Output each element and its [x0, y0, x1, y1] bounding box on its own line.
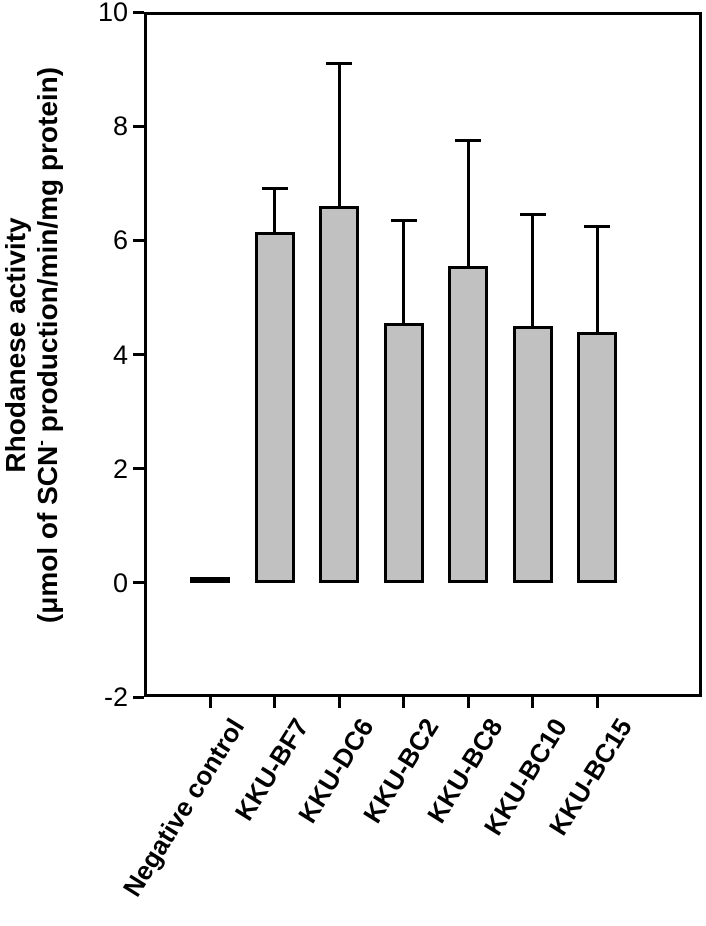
y-tick-label: 8 [112, 111, 128, 142]
y-tick [133, 581, 144, 585]
bar-kku-bc8 [448, 266, 488, 583]
superscript-minus: - [31, 440, 51, 446]
y-tick-label: -2 [103, 682, 128, 712]
x-tick [402, 697, 405, 708]
x-tick [531, 697, 534, 708]
y-tick-label: 4 [112, 339, 128, 370]
error-bar-cap-kku-bc8 [455, 138, 481, 142]
y-tick-label: 10 [97, 0, 128, 27]
bar-negative-control [190, 577, 230, 584]
bar-kku-bc15 [577, 331, 617, 583]
error-bar-line-kku-bc2 [402, 220, 405, 324]
error-bar-cap-kku-bc2 [390, 218, 417, 222]
x-tick [337, 697, 341, 708]
y-axis-title-line1: Rhodanese activity [0, 217, 31, 473]
y-tick-label: 6 [112, 225, 128, 256]
bar-kku-bf7 [254, 231, 295, 583]
error-bar-cap-kku-bf7 [261, 187, 288, 191]
error-bar-cap-kku-bc10 [519, 213, 546, 217]
error-bar-line-kku-dc6 [337, 63, 341, 207]
y-tick [133, 10, 144, 14]
x-tick [273, 697, 276, 708]
bar-kku-dc6 [319, 206, 359, 583]
y-tick [133, 353, 144, 356]
y-tick-label: 0 [112, 567, 128, 598]
y-tick-label: 2 [112, 453, 128, 484]
bar-kku-bc10 [512, 325, 553, 583]
y-axis-title: Rhodanese activity (μmol of SCN- product… [0, 0, 64, 695]
error-bar-line-kku-bf7 [273, 188, 276, 232]
error-bar-line-kku-bc8 [466, 140, 470, 267]
y-tick [133, 238, 144, 242]
x-tick [595, 697, 599, 708]
y-tick [133, 124, 144, 128]
x-tick [466, 697, 470, 708]
bar-kku-bc2 [383, 323, 424, 583]
error-bar-cap-kku-bc15 [584, 224, 610, 228]
error-bar-line-kku-bc10 [531, 214, 534, 326]
y-tick [133, 695, 144, 699]
x-tick [208, 697, 212, 708]
error-bar-cap-kku-dc6 [326, 61, 352, 65]
y-tick [133, 467, 144, 471]
error-bar-line-kku-bc15 [595, 226, 599, 332]
